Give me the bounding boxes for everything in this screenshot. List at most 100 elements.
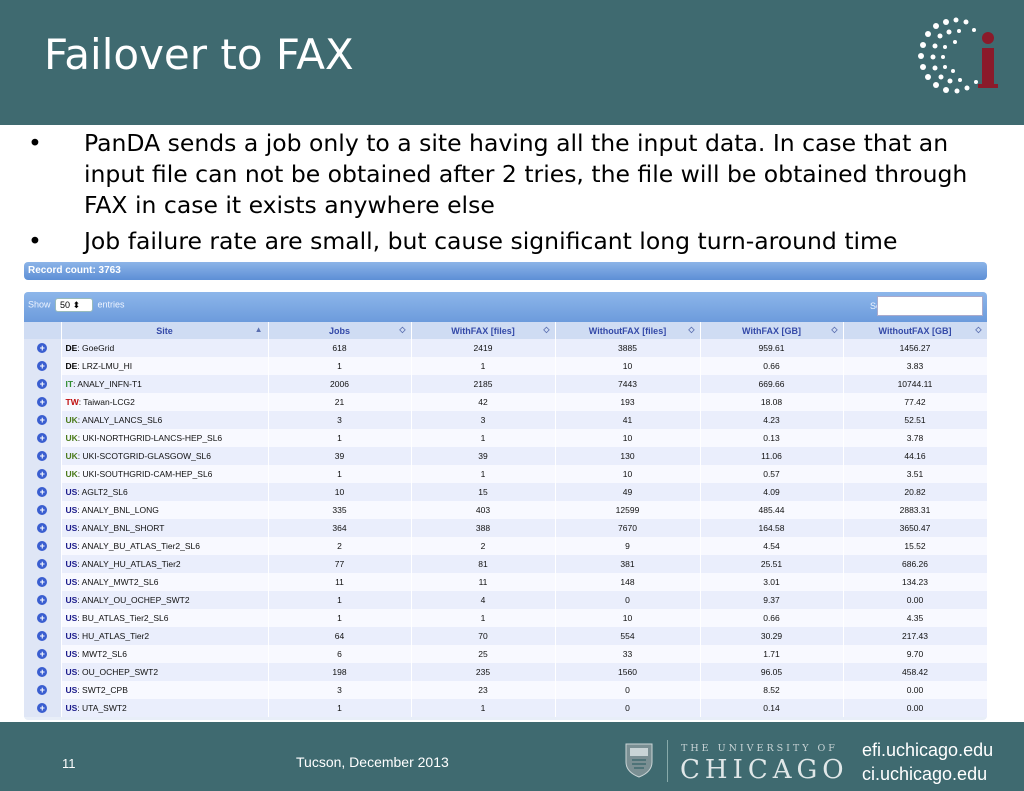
- expand-cell[interactable]: +: [24, 375, 62, 393]
- expand-cell[interactable]: +: [24, 591, 62, 609]
- column-header-withfax-gb[interactable]: WithFAX [GB] ◇: [700, 322, 844, 339]
- jobs-cell: 11: [268, 573, 412, 591]
- table-row: + UK: UKI-SOUTHGRID-CAM-HEP_SL6 1 1 10 0.57 3.…: [24, 465, 987, 483]
- colon-separator: :: [77, 577, 82, 587]
- withfax-files-cell: 25: [411, 645, 556, 663]
- site-name: LRZ-LMU_HI: [82, 361, 133, 371]
- jobs-cell: 1: [268, 465, 412, 483]
- expand-plus-icon[interactable]: +: [37, 379, 48, 389]
- column-header-site[interactable]: Site ▲: [61, 322, 269, 339]
- expand-plus-icon[interactable]: +: [37, 523, 48, 533]
- expand-plus-icon[interactable]: +: [37, 685, 48, 695]
- expand-cell[interactable]: +: [24, 393, 62, 411]
- table-toolbar: Show 50 ⬍ entries Search:: [24, 292, 987, 322]
- expand-cell[interactable]: +: [24, 699, 62, 717]
- expand-plus-icon[interactable]: +: [37, 505, 48, 515]
- expand-plus-icon[interactable]: +: [37, 361, 48, 371]
- site-cell: US: UTA_SWT2: [61, 699, 269, 717]
- column-header-withoutfax-gb[interactable]: WithoutFAX [GB] ◇: [843, 322, 987, 339]
- table-row: + US: ANALY_BNL_LONG 335 403 12599 485.44 2883…: [24, 501, 987, 519]
- colon-separator: :: [77, 703, 83, 713]
- expand-plus-icon[interactable]: +: [37, 433, 48, 443]
- withoutfax-gb-cell: 3.78: [843, 429, 987, 447]
- withfax-gb-cell: 669.66: [700, 375, 844, 393]
- search-input[interactable]: [877, 296, 983, 316]
- withfax-files-cell: 1: [411, 465, 556, 483]
- site-name: ANALY_BNL_LONG: [81, 505, 159, 515]
- jobs-cell: 1: [268, 429, 412, 447]
- university-name: CHICAGO: [680, 755, 849, 785]
- show-label: Show: [28, 299, 51, 310]
- expand-cell[interactable]: +: [24, 609, 62, 627]
- country-code: US: [65, 541, 78, 551]
- table-row: + US: ANALY_BNL_SHORT 364 388 7670 164.58 3650…: [24, 519, 987, 537]
- expand-cell[interactable]: +: [24, 645, 62, 663]
- expand-plus-icon[interactable]: +: [37, 703, 48, 713]
- expand-cell[interactable]: +: [24, 627, 62, 645]
- withoutfax-files-cell: 10: [555, 357, 701, 375]
- table-row: + US: UTA_SWT2 1 1 0 0.14 0.00: [24, 699, 987, 717]
- page-length-select[interactable]: 50 ⬍: [55, 298, 94, 312]
- colon-separator: :: [77, 415, 83, 425]
- expand-plus-icon[interactable]: +: [37, 595, 48, 605]
- expand-cell[interactable]: +: [24, 447, 62, 465]
- expand-plus-icon[interactable]: +: [37, 559, 48, 569]
- site-name: Taiwan-LCG2: [83, 397, 135, 407]
- expand-plus-icon[interactable]: +: [37, 631, 48, 641]
- colon-separator: :: [77, 613, 83, 623]
- expand-plus-icon[interactable]: +: [37, 577, 48, 587]
- country-code: IT: [65, 379, 74, 389]
- table-row: + US: MWT2_SL6 6 25 33 1.71 9.70: [24, 645, 987, 663]
- country-code: US: [65, 505, 78, 515]
- withoutfax-files-cell: 10: [555, 465, 701, 483]
- colon-separator: :: [77, 451, 83, 461]
- column-header-withoutfax-files[interactable]: WithoutFAX [files] ◇: [555, 322, 701, 339]
- slide-header: Failover to FAX: [0, 0, 1024, 125]
- expand-cell[interactable]: +: [24, 555, 62, 573]
- withfax-files-cell: 81: [411, 555, 556, 573]
- expand-cell[interactable]: +: [24, 339, 62, 357]
- site-cell: IT: ANALY_INFN-T1: [61, 375, 269, 393]
- expand-cell[interactable]: +: [24, 663, 62, 681]
- withoutfax-gb-cell: 52.51: [843, 411, 987, 429]
- withfax-files-cell: 235: [411, 663, 556, 681]
- table-row: + UK: UKI-NORTHGRID-LANCS-HEP_SL6 1 1 10 0.13…: [24, 429, 987, 447]
- column-header-withfax-files[interactable]: WithFAX [files] ◇: [411, 322, 556, 339]
- withoutfax-gb-cell: 20.82: [843, 483, 987, 501]
- expand-plus-icon[interactable]: +: [37, 649, 48, 659]
- expand-cell[interactable]: +: [24, 357, 62, 375]
- expand-plus-icon[interactable]: +: [37, 469, 48, 479]
- expand-cell[interactable]: +: [24, 681, 62, 699]
- expand-cell[interactable]: +: [24, 483, 62, 501]
- column-header-jobs[interactable]: Jobs ◇: [268, 322, 412, 339]
- expand-plus-icon[interactable]: +: [37, 451, 48, 461]
- site-cell: UK: UKI-SOUTHGRID-CAM-HEP_SL6: [61, 465, 269, 483]
- withfax-gb-cell: 0.57: [700, 465, 844, 483]
- efi-url: efi.uchicago.edu: [862, 740, 994, 760]
- withoutfax-files-cell: 554: [555, 627, 701, 645]
- jobs-cell: 6: [268, 645, 412, 663]
- jobs-cell: 21: [268, 393, 412, 411]
- expand-plus-icon[interactable]: +: [37, 487, 48, 497]
- expand-cell[interactable]: +: [24, 465, 62, 483]
- expand-plus-icon[interactable]: +: [37, 667, 48, 677]
- expand-cell[interactable]: +: [24, 501, 62, 519]
- expand-cell[interactable]: +: [24, 411, 62, 429]
- withoutfax-files-cell: 10: [555, 609, 701, 627]
- withfax-files-cell: 1: [411, 357, 556, 375]
- expand-cell[interactable]: +: [24, 537, 62, 555]
- bullet-list: • PanDA sends a job only to a site havin…: [20, 128, 1005, 257]
- expand-cell[interactable]: +: [24, 519, 62, 537]
- expand-plus-icon[interactable]: +: [37, 613, 48, 623]
- withfax-gb-cell: 0.14: [700, 699, 844, 717]
- expand-plus-icon[interactable]: +: [37, 415, 48, 425]
- data-table-panel: Show 50 ⬍ entries Search: Site▲ Jobs◇ Wi…: [24, 292, 987, 720]
- expand-cell[interactable]: +: [24, 573, 62, 591]
- colon-separator: :: [77, 541, 82, 551]
- jobs-cell: 3: [268, 681, 412, 699]
- expand-plus-icon[interactable]: +: [37, 343, 48, 353]
- expand-plus-icon[interactable]: +: [37, 397, 48, 407]
- jobs-cell: 1: [268, 357, 412, 375]
- expand-cell[interactable]: +: [24, 429, 62, 447]
- expand-plus-icon[interactable]: +: [37, 541, 48, 551]
